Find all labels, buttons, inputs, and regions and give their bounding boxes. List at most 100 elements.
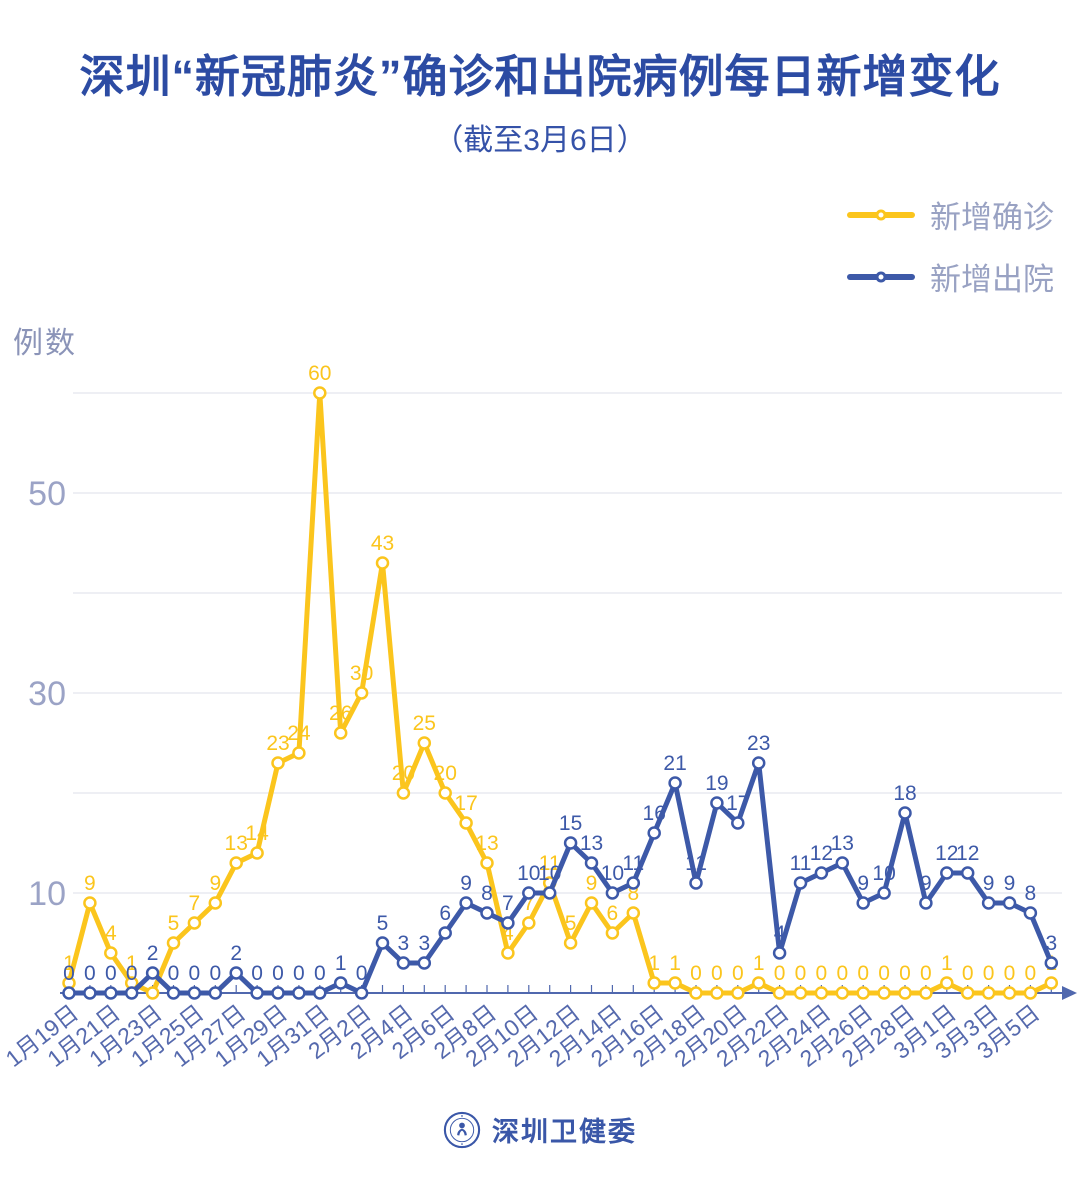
page-title: 深圳“新冠肺炎”确诊和出院病例每日新增变化: [79, 51, 1001, 102]
confirmed-data-point: [772, 986, 787, 1000]
discharged-data-point: [1023, 906, 1038, 920]
confirmed-data-label: 60: [308, 362, 331, 385]
confirmed-data-point: [396, 786, 411, 800]
discharged-data-label: 10: [517, 862, 540, 885]
confirmed-data-point: [1023, 986, 1038, 1000]
discharged-data-point: [333, 976, 348, 990]
discharged-data-label: 5: [377, 912, 389, 935]
confirmed-data-point: [271, 756, 285, 770]
discharged-data-label: 10: [872, 862, 895, 885]
confirmed-data-label: 4: [105, 922, 117, 945]
confirmed-data-label: 5: [168, 912, 180, 935]
confirmed-data-label: 0: [1004, 962, 1016, 985]
footer-brand-name: 深圳卫健委: [492, 1117, 637, 1147]
confirmed-marker-icon: [875, 209, 887, 220]
discharged-data-point: [104, 986, 118, 1000]
discharged-data-label: 16: [643, 802, 666, 825]
confirmed-data-label: 0: [1025, 962, 1037, 985]
discharged-data-label: 0: [168, 962, 180, 985]
discharged-data-label: 9: [460, 872, 472, 895]
x-axis-arrow-icon: [1062, 986, 1077, 1000]
confirmed-data-label: 43: [371, 532, 394, 555]
confirmed-data-label: 5: [565, 912, 577, 935]
page-subtitle: （截至3月6日）: [433, 124, 647, 157]
discharged-data-label: 18: [893, 782, 916, 805]
discharged-data-point: [981, 896, 996, 910]
discharged-data-point: [208, 986, 223, 1000]
confirmed-data-point: [731, 986, 745, 1000]
discharged-data-point: [751, 756, 766, 770]
confirmed-data-label: 1: [648, 952, 660, 975]
y-axis-unit-label: 例数: [13, 327, 77, 360]
discharged-data-point: [605, 886, 620, 900]
discharged-data-label: 23: [747, 732, 770, 755]
confirmed-data-label: 0: [920, 962, 932, 985]
discharged-data-label: 3: [398, 932, 410, 955]
confirmed-data-label: 7: [189, 892, 201, 915]
confirmed-data-point: [166, 936, 181, 950]
confirmed-data-point: [563, 936, 578, 950]
discharged-data-label: 8: [481, 882, 493, 905]
confirmed-data-label: 9: [84, 872, 96, 895]
chart-header: 深圳“新冠肺炎”确诊和出院病例每日新增变化 （截至3月6日）: [0, 52, 1080, 159]
discharged-data-point: [563, 836, 578, 850]
discharged-data-point: [459, 896, 473, 910]
discharged-data-label: 13: [831, 832, 854, 855]
confirmed-data-label: 20: [392, 762, 415, 785]
confirmed-data-label: 6: [607, 902, 619, 925]
discharged-data-point: [229, 966, 243, 980]
confirmed-data-point: [584, 896, 599, 910]
discharged-data-label: 15: [559, 812, 582, 835]
discharged-data-label: 13: [580, 832, 603, 855]
confirmed-data-point: [668, 976, 682, 990]
discharged-series-swatch: [847, 271, 915, 282]
confirmed-data-label: 0: [899, 962, 911, 985]
confirmed-data-point: [835, 986, 850, 1000]
confirmed-data-label: 13: [225, 832, 248, 855]
discharged-data-label: 11: [622, 852, 644, 875]
confirmed-data-point: [605, 926, 620, 940]
discharged-data-label: 4: [774, 922, 786, 945]
discharged-data-point: [313, 986, 327, 1000]
discharged-data-point: [187, 986, 202, 1000]
discharged-data-label: 9: [857, 872, 869, 895]
confirmed-data-point: [313, 386, 327, 400]
confirmed-data-point: [187, 916, 202, 930]
footer-brand: 深圳卫健委: [0, 1110, 1080, 1149]
confirmed-data-point: [417, 736, 432, 750]
confirmed-data-label: 11: [539, 852, 561, 875]
confirmed-data-label: 1: [63, 952, 75, 975]
confirmed-data-point: [793, 986, 808, 1000]
discharged-data-point: [940, 866, 954, 880]
confirmed-data-label: 0: [732, 962, 744, 985]
confirmed-data-label: 8: [627, 882, 639, 905]
confirmed-data-point: [751, 976, 766, 990]
discharged-data-label: 11: [790, 852, 812, 875]
discharged-data-label: 10: [538, 862, 561, 885]
confirmed-data-label: 0: [857, 962, 869, 985]
legend-item-new-confirmed[interactable]: 新增确诊: [847, 192, 1054, 237]
discharged-data-point: [522, 886, 536, 900]
confirmed-data-label: 26: [329, 702, 352, 725]
discharged-data-label: 1: [335, 952, 347, 975]
discharged-data-point: [919, 896, 933, 910]
confirmed-data-point: [1044, 976, 1059, 990]
confirmed-data-point: [229, 856, 243, 870]
confirmed-data-point: [333, 726, 348, 740]
discharged-data-label: 12: [956, 842, 979, 865]
discharged-data-point: [375, 936, 390, 950]
discharged-data-point: [124, 986, 139, 1000]
discharged-data-point: [292, 986, 306, 1000]
confirmed-data-point: [919, 986, 933, 1000]
discharged-data-point: [62, 986, 76, 1000]
legend-item-new-discharged[interactable]: 新增出院: [847, 254, 1054, 299]
confirmed-data-point: [354, 686, 369, 700]
discharged-data-label: 0: [251, 962, 263, 985]
discharged-data-label: 0: [272, 962, 284, 985]
confirmed-data-point: [940, 976, 954, 990]
discharged-data-label: 21: [663, 752, 686, 775]
confirmed-data-label: 0: [690, 962, 702, 985]
discharged-data-point: [814, 866, 829, 880]
confirmed-data-point: [145, 986, 160, 1000]
